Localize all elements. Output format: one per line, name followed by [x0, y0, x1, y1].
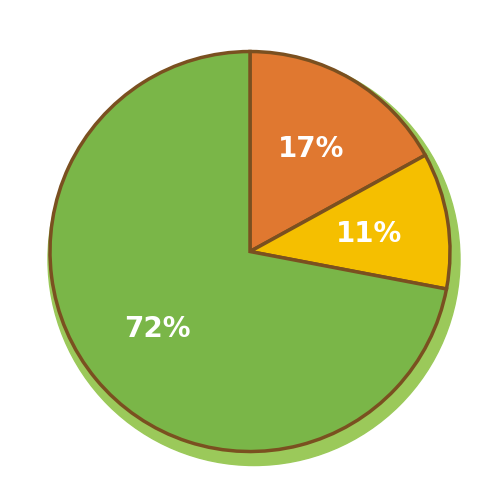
Text: 17%: 17% [278, 135, 344, 163]
Circle shape [48, 54, 460, 466]
Wedge shape [250, 52, 426, 252]
Wedge shape [250, 156, 450, 289]
Text: 72%: 72% [124, 314, 191, 342]
Text: 11%: 11% [336, 219, 402, 247]
Wedge shape [50, 52, 446, 452]
